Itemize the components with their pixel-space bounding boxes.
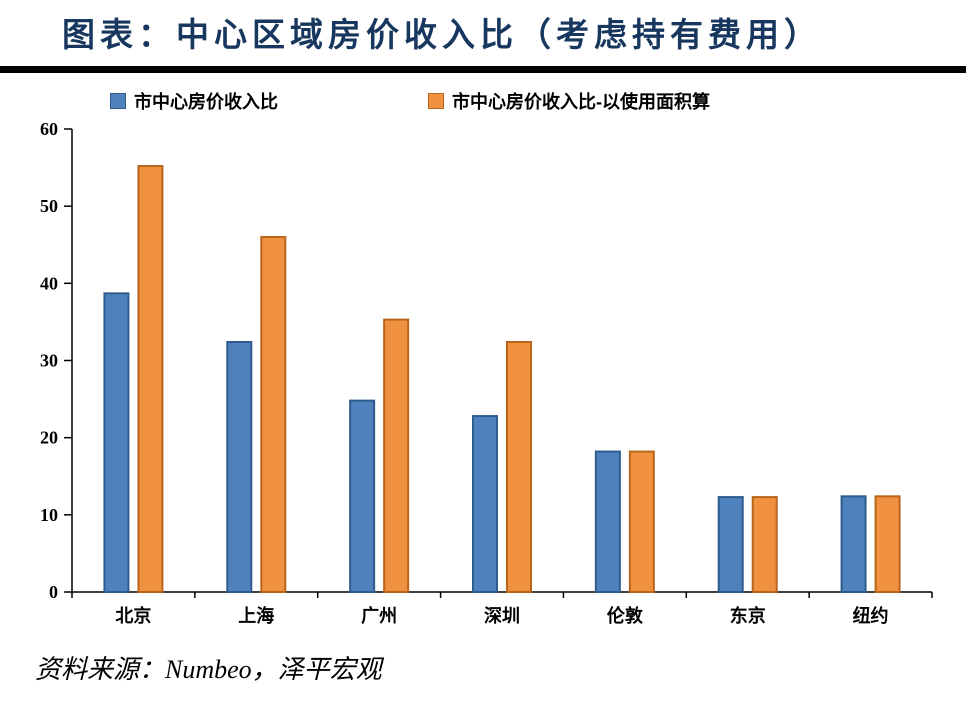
bar-series-0-cat-0	[103, 292, 130, 594]
y-axis-tick-label: 60	[40, 119, 58, 139]
bar-series-0-cat-4	[594, 450, 621, 593]
bar-series-1-cat-4	[628, 450, 655, 593]
page-title: 图表：中心区域房价收入比（考虑持有费用）	[62, 16, 822, 53]
legend-item-series-0: 市中心房价收入比	[110, 88, 278, 114]
y-axis-tick-label: 10	[40, 505, 58, 525]
bar-series-1-cat-5	[751, 496, 778, 593]
x-category-label: 上海	[238, 605, 274, 626]
bar-series-1-cat-1	[260, 236, 287, 594]
legend-swatch-blue	[110, 93, 126, 109]
y-axis-tick-label: 40	[40, 273, 58, 293]
bar-chart: 0 10 20 30 40 50 60 北京 上海 广州 深圳 伦敦 东京 纽约	[40, 119, 933, 626]
bar-series-0-cat-6	[840, 495, 867, 593]
bar-series-0-cat-5	[717, 496, 744, 593]
y-axis-tick-label: 50	[40, 196, 58, 216]
x-category-label: 北京	[115, 605, 151, 626]
bar-series-0-cat-3	[472, 415, 498, 593]
x-category-label: 纽约	[853, 605, 889, 626]
title-divider	[0, 66, 966, 73]
bar-series-0-cat-1	[226, 340, 253, 593]
bar-series-1-cat-2	[383, 318, 410, 594]
y-axis-tick-label: 30	[40, 351, 58, 371]
bar-series-0-cat-2	[349, 399, 376, 594]
chart-legend: 市中心房价收入比 市中心房价收入比-以使用面积算	[110, 89, 966, 113]
y-axis-tick-label: 0	[49, 582, 58, 602]
legend-label-series-0: 市中心房价收入比	[134, 92, 278, 112]
x-category-label: 深圳	[484, 605, 520, 626]
bar-series-1-cat-0	[137, 165, 164, 593]
legend-swatch-orange	[428, 93, 444, 109]
bar-series-1-cat-3	[506, 340, 532, 593]
legend-label-series-1: 市中心房价收入比-以使用面积算	[452, 92, 710, 112]
x-category-label: 广州	[361, 605, 397, 626]
x-category-label: 东京	[730, 605, 766, 626]
x-category-label: 伦敦	[607, 605, 644, 626]
bar-series-1-cat-6	[874, 495, 901, 593]
legend-item-series-1: 市中心房价收入比-以使用面积算	[428, 88, 710, 114]
source-note: 资料来源：Numbeo，泽平宏观	[35, 655, 382, 684]
y-axis-tick-label: 20	[40, 428, 58, 448]
